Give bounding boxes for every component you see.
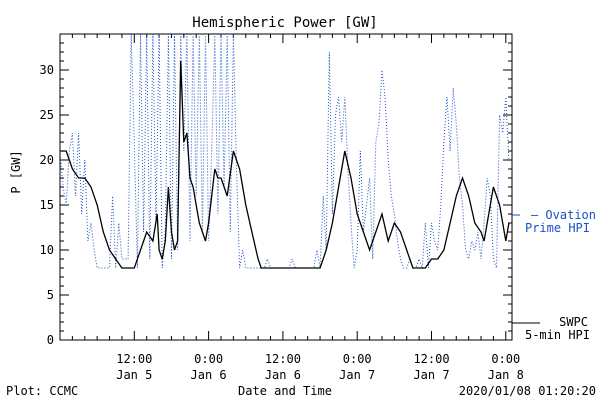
x-tick-date-label: Jan 6 [191, 368, 227, 382]
x-tick-time-label: 0:00 [343, 352, 372, 366]
x-tick-date-label: Jan 8 [488, 368, 524, 382]
y-tick-label: 25 [40, 108, 54, 122]
y-axis-label: P [GW] [9, 150, 23, 193]
footer-timestamp: 2020/01/08 01:20:20 [459, 384, 596, 398]
x-tick-time-label: 12:00 [265, 352, 301, 366]
x-axis-label: Date and Time [238, 384, 332, 398]
x-tick-time-label: 12:00 [116, 352, 152, 366]
legend-ovation: — Ovation Prime HPI [512, 208, 596, 235]
series-ovation-line [60, 34, 510, 269]
legend-ovation-line2: Prime HPI [525, 221, 590, 235]
legend-swpc-line1: SWPC [559, 315, 588, 329]
series-layer [60, 34, 510, 269]
y-tick-label: 15 [40, 198, 54, 212]
x-axis: 12:00 Jan 5 0:00 Jan 6 12:00 Jan 6 0:00 Jan 7 12… [59, 34, 524, 382]
y-tick-label: 20 [40, 153, 54, 167]
x-tick-date-label: Jan 7 [339, 368, 375, 382]
legend-ovation-line1: — Ovation [531, 208, 596, 222]
chart-title: Hemispheric Power [GW] [192, 15, 377, 31]
footer-plot-credit: Plot: CCMC [6, 384, 78, 398]
y-tick-label: 5 [47, 288, 54, 302]
x-tick-date-label: Jan 6 [265, 368, 301, 382]
legend-swpc-line2: 5-min HPI [525, 328, 590, 342]
series-swpc-line [60, 60, 510, 269]
x-tick-time-label: 0:00 [194, 352, 223, 366]
x-tick-date-label: Jan 5 [116, 368, 152, 382]
x-tick-time-label: 0:00 [491, 352, 520, 366]
x-tick-date-label: Jan 7 [413, 368, 449, 382]
x-tick-time-label: 12:00 [413, 352, 449, 366]
plot-frame [59, 33, 513, 341]
y-tick-label: 30 [40, 63, 54, 77]
legend-swpc: SWPC 5-min HPI [512, 315, 590, 342]
y-tick-label: 0 [47, 333, 54, 347]
y-tick-label: 10 [40, 243, 54, 257]
y-axis: 0 5 10 15 20 25 30 [40, 33, 512, 347]
